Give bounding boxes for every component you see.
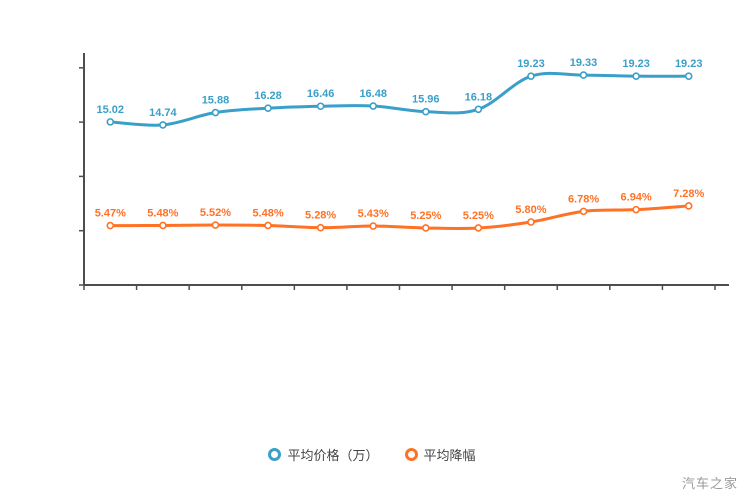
legend-item-avg-discount[interactable]: 平均降幅 (404, 445, 476, 464)
svg-text:5.48%: 5.48% (147, 207, 178, 219)
svg-text:15.02: 15.02 (97, 104, 125, 116)
chart-legend: 平均价格（万） 平均降幅 (0, 445, 744, 464)
svg-text:5.48%: 5.48% (252, 207, 283, 219)
svg-text:16.46: 16.46 (307, 88, 335, 100)
svg-text:14.74: 14.74 (149, 107, 177, 119)
svg-text:5.52%: 5.52% (200, 207, 231, 219)
svg-text:16.18: 16.18 (465, 91, 493, 103)
legend-label-avg-discount: 平均降幅 (423, 448, 476, 463)
svg-text:5.47%: 5.47% (95, 208, 126, 220)
legend-marker-avg-discount-icon (404, 448, 418, 461)
legend-marker-avg-price-icon (268, 448, 282, 461)
svg-text:19.23: 19.23 (622, 58, 650, 70)
svg-text:5.25%: 5.25% (410, 210, 441, 222)
svg-text:6.78%: 6.78% (568, 193, 599, 205)
svg-text:5.43%: 5.43% (358, 208, 389, 220)
legend-item-avg-price[interactable]: 平均价格（万） (268, 445, 379, 464)
svg-text:16.48: 16.48 (359, 88, 387, 100)
svg-text:15.96: 15.96 (412, 94, 440, 106)
svg-text:16.28: 16.28 (254, 90, 282, 102)
legend-label-avg-price: 平均价格（万） (287, 448, 379, 463)
watermark: 汽车之家 (681, 476, 738, 491)
svg-text:19.23: 19.23 (675, 58, 703, 70)
svg-text:7.28%: 7.28% (673, 188, 704, 200)
svg-text:6.94%: 6.94% (621, 192, 652, 204)
svg-text:19.33: 19.33 (570, 57, 598, 69)
svg-text:15.88: 15.88 (202, 95, 230, 107)
svg-text:5.28%: 5.28% (305, 210, 336, 222)
svg-text:5.25%: 5.25% (463, 210, 494, 222)
svg-text:19.23: 19.23 (517, 58, 545, 70)
svg-text:5.80%: 5.80% (515, 204, 546, 216)
